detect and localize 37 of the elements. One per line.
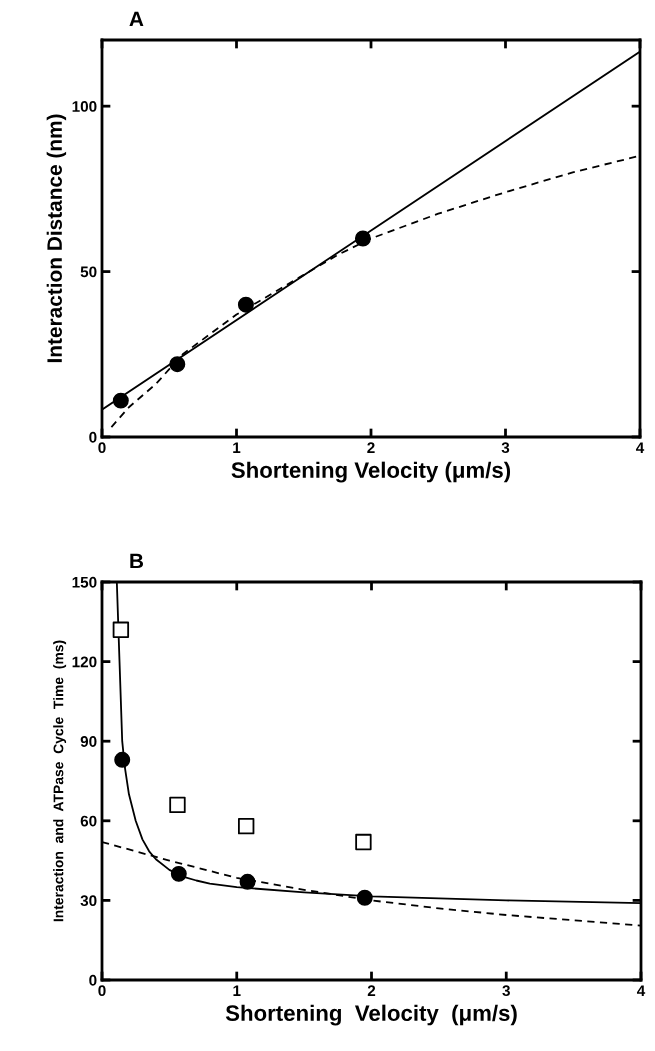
y-tick-label: 50 [80,266,97,278]
x-tick-label: 2 [367,985,376,996]
point [170,865,187,882]
x-tick-label: 4 [635,442,645,453]
point [237,296,254,313]
x-tick-label: 1 [233,442,241,453]
point [112,621,130,638]
x-axis-title: Shortening Velocity (μm/s) [225,1004,517,1026]
x-axis-title: Shortening Velocity (μm/s) [231,461,511,483]
point [114,751,131,768]
y-tick-label: 150 [72,576,97,588]
point [355,833,372,851]
x-tick-label: 0 [98,442,106,454]
y-tick-label: 0 [89,431,97,443]
chart-title: A [129,11,144,27]
x-tick-label: 0 [98,985,106,997]
y-tick-label: 90 [80,736,97,747]
x-tick-label: 1 [233,985,241,996]
point [239,873,256,890]
y-tick-label: 100 [72,101,97,112]
point [169,356,186,373]
point [112,392,129,409]
y-tick-label: 30 [80,895,97,907]
y-tick-label: 60 [80,815,97,827]
point [356,889,373,906]
x-tick-label: 3 [501,442,510,454]
point [169,796,186,814]
point [237,817,255,835]
y-tick-label: 120 [72,656,97,668]
y-tick-label: 0 [89,974,97,986]
x-tick-label: 4 [636,985,646,996]
y-axis-title: Interaction and ATPase Cycle Time (ms) [53,640,67,922]
x-tick-label: 2 [367,442,375,453]
x-tick-label: 3 [502,985,510,997]
y-axis-title: Interaction Distance (nm) [46,114,67,363]
point [354,230,371,247]
chart-title: B [130,553,144,569]
